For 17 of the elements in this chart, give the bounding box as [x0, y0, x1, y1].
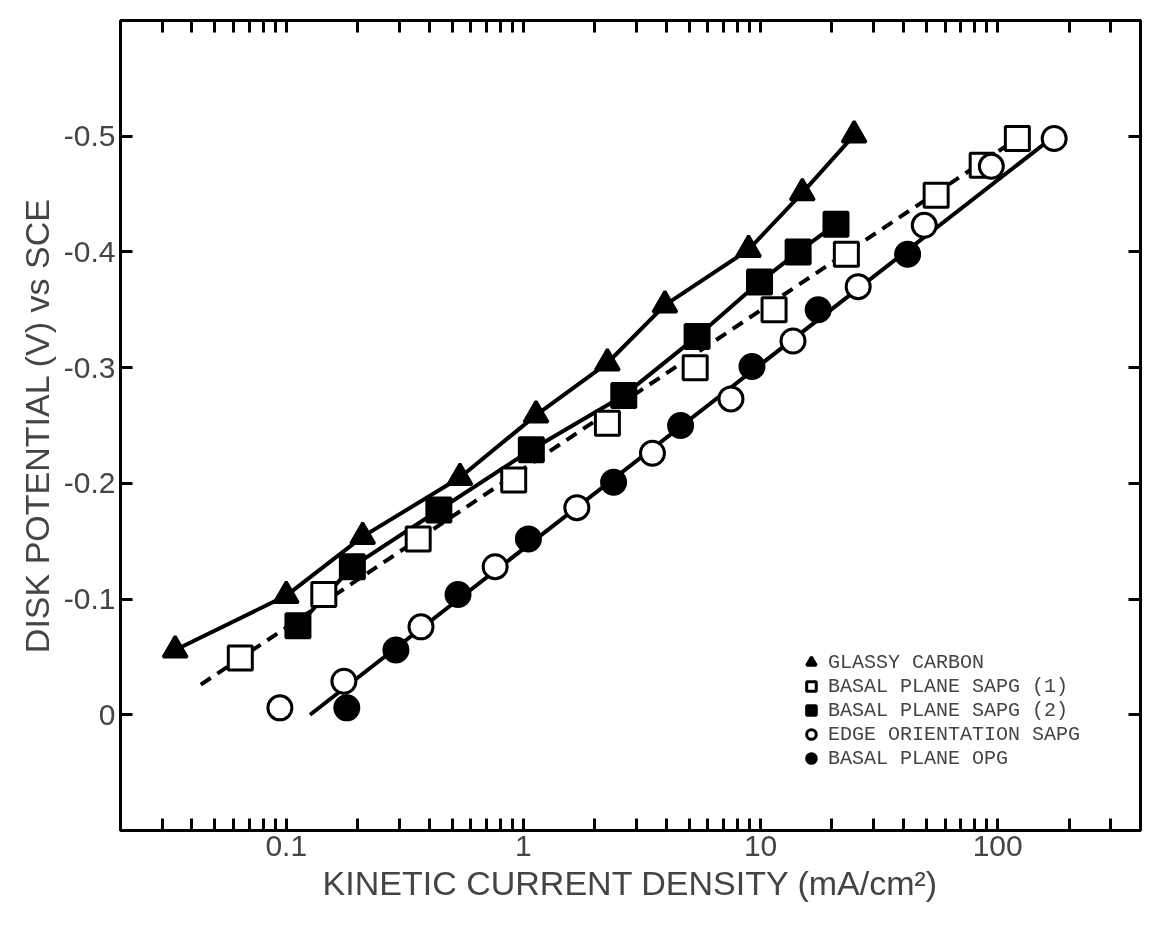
legend-label: BASAL PLANE SAPG (2): [827, 698, 1068, 722]
x-tick-label: 1: [515, 828, 532, 862]
y-tick-label: -0.1: [63, 582, 116, 616]
x-tick-label: 0.1: [265, 828, 308, 862]
y-tick-label: -0.3: [63, 350, 116, 384]
legend-label: BASAL PLANE SAPG (1): [827, 674, 1068, 698]
y-tick-label: -0.5: [63, 119, 116, 153]
x-axis-title: KINETIC CURRENT DENSITY (mA/cm²): [322, 863, 938, 902]
y-tick-label: -0.4: [63, 234, 116, 268]
legend-label: BASAL PLANE OPG: [827, 746, 1008, 770]
y-axis-title: DISK POTENTIAL (V) vs SCE: [17, 199, 56, 654]
legend-label: GLASSY CARBON: [827, 650, 984, 674]
x-tick-label: 100: [972, 828, 1023, 862]
y-tick-label: -0.2: [63, 466, 116, 500]
legend-label: EDGE ORIENTATION SAPG: [827, 722, 1080, 746]
x-tick-label: 10: [743, 828, 778, 862]
y-tick-label: 0: [98, 697, 116, 731]
